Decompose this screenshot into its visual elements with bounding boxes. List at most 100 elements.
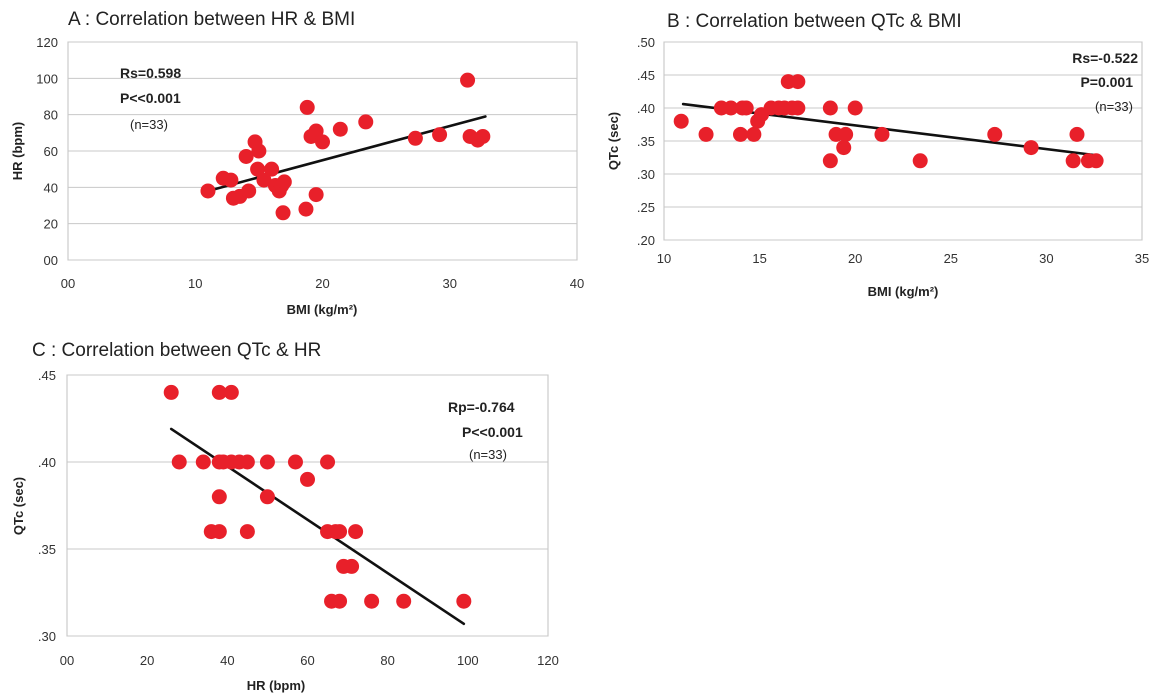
panel-c-data-point [320,454,336,470]
panel-c-data-point [239,524,255,540]
panel-a-x-tick-label: 10 [188,276,202,291]
panel-a-stat-r: Rs=0.598 [120,65,181,81]
panel-c-data-point [239,454,255,470]
panel-a-data-point [332,121,348,137]
panel-a-data-point [241,183,257,199]
panel-b-x-tick-label: 15 [752,251,766,266]
panel-c-data-point [223,384,239,400]
panel-b-x-tick-label: 25 [944,251,958,266]
panel-c-data-point [211,384,227,400]
panel-a-stat-p: P<<0.001 [120,90,181,106]
panel-a-y-tick-label: 120 [36,35,58,50]
panel-c-x-axis-label: HR (bpm) [247,678,306,693]
panel-b-data-point [698,126,714,142]
panel-b-x-tick-label: 10 [657,251,671,266]
panel-c-data-point [171,454,187,470]
panel-c-x-tick-label: 60 [300,653,314,668]
panel-c-data-point [211,489,227,505]
panel-c-data-point [287,454,303,470]
panel-a-y-tick-label: 80 [44,108,58,123]
panel-c-data-point [300,471,315,487]
panel-a-data-point [250,161,266,177]
panel-b-data-point [847,100,863,116]
panel-b-x-tick-label: 35 [1135,251,1149,266]
panel-b-data-point [874,126,890,142]
panel-b-x-tick-label: 30 [1039,251,1053,266]
panel-a-data-point [223,172,239,188]
panel-c-y-tick-label: .35 [38,542,56,557]
panel-b-y-tick-label: .45 [637,68,655,83]
panel-a-hr-vs-bmi: A : Correlation between HR & BMI 00 10 20 3… [10,9,584,317]
panel-b-x-tick-label: 20 [848,251,862,266]
panel-c-y-tick-label: .40 [38,455,56,470]
panel-c-y-axis-label: QTc (sec) [11,477,26,535]
panel-c-data-point [259,489,275,505]
panel-c-title: C : Correlation between QTc & HR [32,340,321,361]
panel-c-data-point [332,524,348,540]
panel-c-stat-p: P<<0.001 [462,424,523,440]
panel-b-y-tick-label: .20 [637,233,655,248]
panel-c-data-point [344,558,360,574]
panel-a-y-tick-label: 60 [44,144,58,159]
panel-b-data-point [1023,140,1039,156]
panel-b-data-point [673,113,689,129]
panel-a-data-point [299,99,315,115]
panel-c-x-tick-label: 00 [60,653,74,668]
panel-b-y-axis-label: QTc (sec) [606,112,621,170]
panel-b-stat-p: P=0.001 [1080,74,1133,90]
panel-b-data-point [822,153,838,169]
panel-c-data-point [163,384,179,400]
panel-c-x-tick-label: 20 [140,653,154,668]
panel-b-data-point [912,153,928,169]
panel-b-stat-n: (n=33) [1095,99,1133,114]
panel-b-y-tick-label: .40 [637,101,655,116]
panel-c-y-tick-label: .45 [38,368,56,383]
panel-b-stat-r: Rs=-0.522 [1072,50,1138,66]
panel-a-y-tick-label: 100 [36,71,58,86]
panel-c-x-tick-label: 100 [457,653,479,668]
panel-c-x-tick-label: 40 [220,653,234,668]
panel-a-y-axis-label: HR (bpm) [10,122,25,181]
panel-a-y-tick-label: 20 [44,217,58,232]
panel-a-data-point [358,114,374,130]
panel-a-data-point [432,127,448,143]
panel-c-data-point [195,454,211,470]
panel-c-data-point [259,454,275,470]
panel-a-data-point [264,161,280,177]
panel-b-y-tick-label: .50 [637,35,655,50]
panel-b-data-point [1069,126,1085,142]
panel-a-data-point [251,143,267,159]
panel-b-qtc-vs-bmi: B : Correlation between QTc & BMI 10 15 20… [606,11,1149,299]
panel-a-x-tick-label: 20 [315,276,329,291]
panel-c-data-point [211,524,227,540]
panel-c-stat-n: (n=33) [469,447,507,462]
panel-b-data-point [822,100,838,116]
panel-c-stat-r: Rp=-0.764 [448,399,515,415]
panel-b-data-point [790,74,806,90]
panel-c-data-point [396,593,412,609]
panel-b-data-point [790,100,806,116]
panel-a-stat-n: (n=33) [130,117,168,132]
panel-a-data-point [276,174,292,190]
panel-b-data-point [987,126,1003,142]
panel-a-data-point [475,128,491,144]
panel-b-data-point [732,126,748,142]
panel-b-data-point [723,100,739,116]
panel-a-data-point [308,123,324,139]
panel-c-data-point [332,593,348,609]
panel-a-data-point [407,130,423,146]
panel-c-qtc-vs-hr: C : Correlation between QTc & HR 00 20 40 6… [11,340,559,693]
panel-b-data-point [836,140,852,156]
panel-a-y-tick-label: 00 [44,253,58,268]
panel-a-data-point [298,201,314,217]
panel-c-data-point [456,593,472,609]
panel-b-data-point [746,126,762,142]
panel-a-data-point [308,187,324,203]
panel-c-y-tick-label: .30 [38,629,56,644]
panel-b-data-point [838,126,854,142]
panel-b-data-point [1065,153,1081,169]
panel-a-data-point [460,72,476,88]
panel-a-x-tick-label: 30 [443,276,457,291]
panel-b-x-axis-label: BMI (kg/m²) [868,284,939,299]
